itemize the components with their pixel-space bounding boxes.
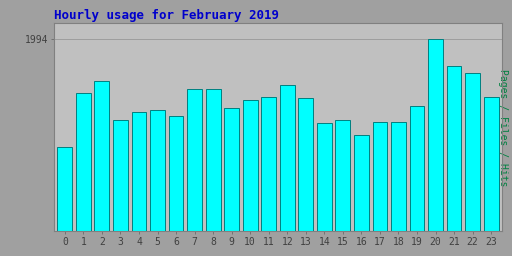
Bar xyxy=(317,123,332,231)
Bar xyxy=(261,97,276,231)
Y-axis label: Pages / Files / Hits: Pages / Files / Hits xyxy=(498,69,508,186)
Bar xyxy=(187,89,202,231)
Bar xyxy=(57,146,72,231)
Bar xyxy=(150,110,165,231)
Bar xyxy=(373,122,388,231)
Text: Hourly usage for February 2019: Hourly usage for February 2019 xyxy=(54,9,279,22)
Bar xyxy=(428,39,443,231)
Bar xyxy=(335,120,350,231)
Bar xyxy=(224,108,239,231)
Bar xyxy=(354,135,369,231)
Bar xyxy=(391,122,406,231)
Bar xyxy=(446,66,461,231)
Bar xyxy=(168,116,183,231)
Bar xyxy=(484,97,499,231)
Bar xyxy=(410,106,424,231)
Bar xyxy=(465,73,480,231)
Bar xyxy=(280,85,295,231)
Bar xyxy=(132,112,146,231)
Bar xyxy=(243,100,258,231)
Bar xyxy=(76,93,91,231)
Bar xyxy=(206,89,221,231)
Bar xyxy=(113,120,128,231)
Bar xyxy=(95,81,109,231)
Bar xyxy=(298,99,313,231)
